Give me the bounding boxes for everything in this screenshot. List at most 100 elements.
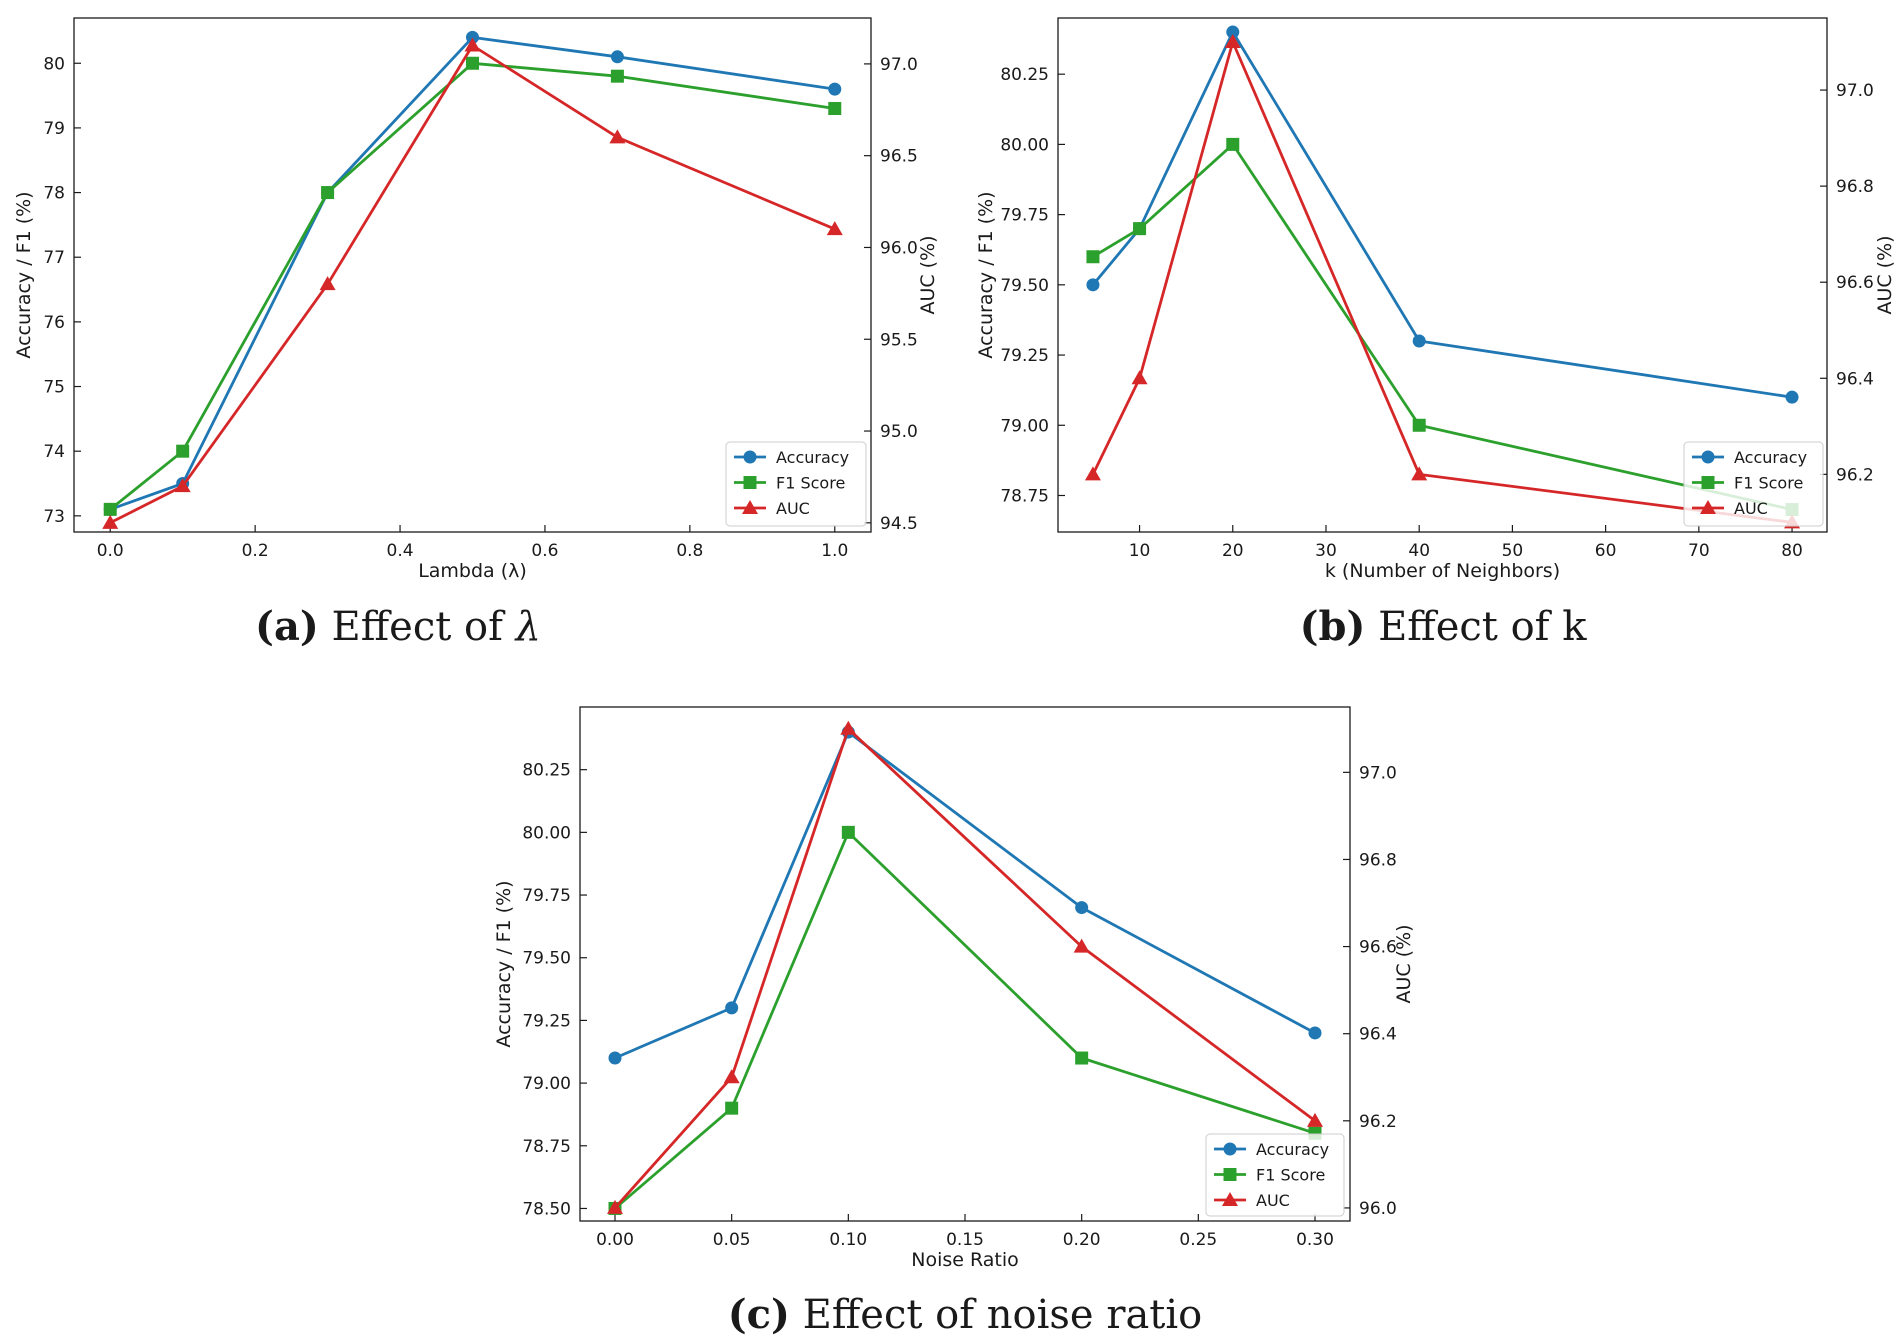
y-axis-right: 96.2 96.4 96.6 96.8 97.0 — [1820, 81, 1874, 485]
x-tick-label: 0.00 — [596, 1230, 634, 1250]
y-tick-label: 78.75 — [522, 1137, 571, 1157]
x-tick-label: 50 — [1502, 541, 1524, 561]
series-auc — [1084, 34, 1801, 529]
caption-label: (c) — [728, 1291, 790, 1335]
series-auc — [102, 37, 843, 529]
legend-item-f1-score: F1 Score — [1214, 1166, 1325, 1185]
y2-tick-label: 96.4 — [1359, 1025, 1397, 1045]
x-axis: 10 20 30 40 50 60 70 80 — [1129, 525, 1803, 561]
y-tick-label: 73 — [43, 507, 65, 527]
data-point-f1-score — [176, 444, 190, 458]
legend-label: Accuracy — [776, 448, 849, 467]
data-point-auc — [319, 276, 336, 291]
data-point-accuracy — [466, 30, 479, 44]
y-tick-label: 80.00 — [1000, 135, 1049, 155]
caption-label: (a) — [255, 603, 319, 650]
y2-tick-label: 96.8 — [1359, 850, 1397, 870]
data-point-auc — [1224, 34, 1241, 49]
y-tick-label: 74 — [43, 442, 65, 462]
y-tick-label: 79.25 — [1000, 346, 1049, 366]
legend-box — [1205, 1133, 1345, 1217]
y2-tick-label: 96.6 — [1836, 273, 1874, 293]
data-point-f1-score — [841, 825, 855, 839]
y2-tick-label: 96.2 — [1836, 465, 1874, 485]
y-axis-left: 73 74 75 76 77 78 79 80 — [43, 54, 81, 527]
legend-marker-triangle — [1700, 500, 1716, 514]
caption: (c) Effect of noise ratio — [728, 1291, 1202, 1335]
x-axis-label: k (Number of Neighbors) — [1325, 560, 1560, 582]
legend-item-accuracy: Accuracy — [1692, 448, 1807, 467]
legend-item-auc: AUC — [1214, 1191, 1290, 1210]
data-point-auc — [174, 478, 191, 493]
x-tick-label: 80 — [1781, 541, 1803, 561]
legend-label: F1 Score — [1256, 1166, 1325, 1185]
y-tick-label: 79.50 — [1000, 276, 1049, 296]
data-point-auc — [1131, 370, 1148, 385]
y-tick-label: 78.75 — [1000, 486, 1049, 506]
x-tick-label: 0.2 — [242, 541, 269, 561]
legend-label: Accuracy — [1256, 1140, 1329, 1159]
x-tick-label: 20 — [1222, 541, 1244, 561]
legend-marker-circle — [1223, 1142, 1237, 1156]
y2-tick-label: 97.0 — [880, 55, 918, 75]
caption: (b) Effect of k — [1300, 603, 1588, 650]
data-point-f1-score — [1412, 418, 1426, 432]
x-tick-label: 0.4 — [387, 541, 414, 561]
y-tick-label: 80.00 — [522, 823, 571, 843]
plot-frame — [73, 17, 872, 533]
legend-label: F1 Score — [776, 474, 845, 493]
x-tick-label: 0.05 — [713, 1230, 751, 1250]
y-tick-label: 79.75 — [522, 886, 571, 906]
legend-marker-circle — [1701, 450, 1715, 464]
x-tick-label: 40 — [1408, 541, 1430, 561]
y2-tick-label: 96.4 — [1836, 369, 1874, 389]
legend-box — [725, 441, 867, 527]
y2-tick-label: 96.0 — [880, 238, 918, 258]
y2-axis-label: AUC (%) — [1393, 924, 1415, 1003]
y2-tick-label: 95.0 — [880, 422, 918, 442]
x-tick-label: 0.0 — [97, 541, 124, 561]
caption-text: Effect of noise ratio — [790, 1292, 1202, 1335]
data-point-auc — [464, 37, 481, 52]
y-tick-label: 79.50 — [522, 949, 571, 969]
series-accuracy — [608, 725, 1322, 1065]
data-point-auc — [607, 1199, 623, 1214]
legend-label: Accuracy — [1734, 448, 1807, 467]
legend: Accuracy F1 Score AUC — [1205, 1133, 1345, 1217]
x-tick-label: 0.20 — [1063, 1230, 1101, 1250]
x-tick-label: 0.30 — [1296, 1230, 1334, 1250]
legend-marker-square — [743, 476, 757, 489]
plot-frame — [1057, 17, 1828, 533]
y-tick-label: 79.00 — [1000, 416, 1049, 436]
y-axis-right: 96.0 96.2 96.4 96.6 96.8 97.0 — [1343, 763, 1397, 1219]
legend: Accuracy F1 Score AUC — [1683, 441, 1824, 527]
y-tick-label: 75 — [43, 378, 65, 398]
legend-item-accuracy: Accuracy — [1214, 1140, 1329, 1159]
data-point-auc — [826, 221, 843, 236]
y-axis-left: 78.50 78.75 79.00 79.25 79.50 79.75 80.00 80.25 — [522, 761, 587, 1219]
data-point-auc — [840, 720, 857, 735]
y2-tick-label: 97.0 — [1359, 763, 1397, 783]
caption-label: (b) — [1300, 603, 1366, 650]
series-auc — [607, 720, 1323, 1214]
legend-item-auc: AUC — [1692, 499, 1768, 518]
data-point-accuracy — [1785, 390, 1799, 404]
series-line-auc — [109, 44, 836, 525]
legend-item-auc: AUC — [734, 499, 810, 518]
x-tick-label: 10 — [1129, 541, 1151, 561]
y-tick-label: 79.25 — [522, 1011, 571, 1031]
legend-marker-circle — [743, 450, 757, 464]
series-line-accuracy — [109, 36, 836, 511]
y-tick-label: 78.50 — [522, 1199, 571, 1219]
caption: (a) Effect of λ — [255, 603, 541, 650]
y-tick-label: 79 — [43, 119, 65, 139]
data-point-f1-score — [1075, 1051, 1089, 1065]
legend-item-f1-score: F1 Score — [734, 474, 845, 493]
data-point-accuracy — [610, 50, 624, 64]
y-tick-label: 76 — [43, 313, 65, 333]
data-point-f1-score — [610, 69, 624, 83]
legend: Accuracy F1 Score AUC — [725, 441, 867, 527]
y2-axis-label: AUC (%) — [1874, 235, 1896, 314]
y2-tick-label: 96.5 — [880, 147, 918, 167]
data-point-f1-score — [1133, 222, 1147, 236]
